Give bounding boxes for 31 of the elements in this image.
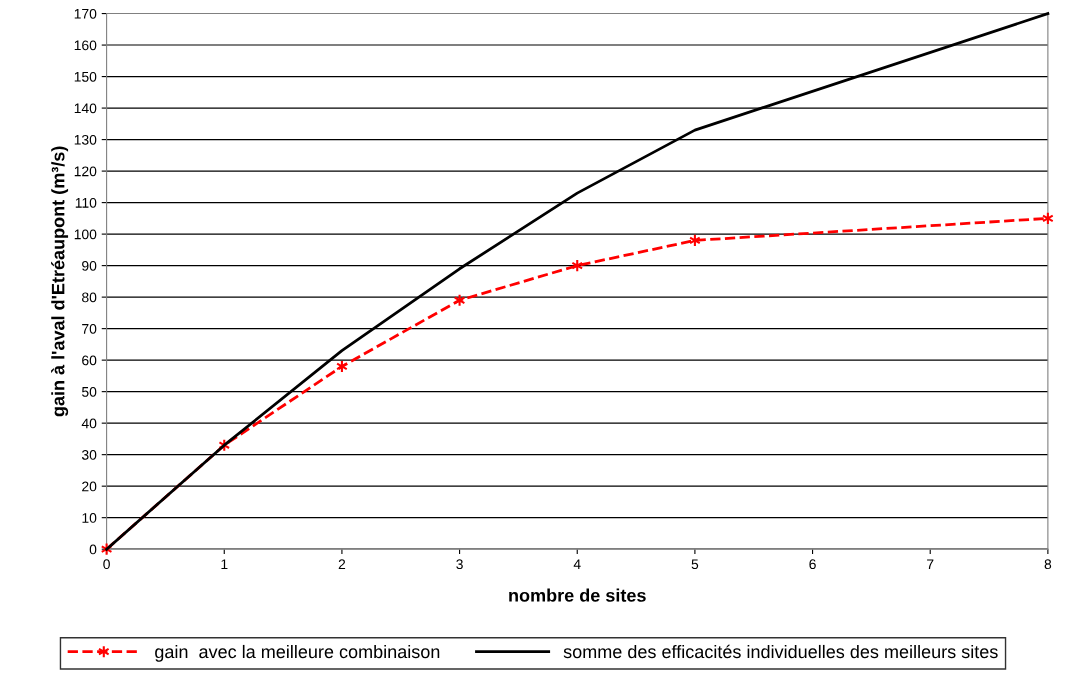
y-tick-label: 30: [81, 449, 97, 460]
y-tick-label: 50: [81, 386, 97, 397]
y-tick-label: 80: [82, 292, 97, 303]
y-tick-label: 140: [74, 103, 97, 114]
y-tick-label: 0: [89, 544, 97, 555]
x-tick-label: 2: [338, 559, 346, 569]
y-tick-label: 100: [74, 229, 97, 240]
y-tick-label: 150: [74, 71, 97, 82]
y-tick-label: 10: [82, 513, 97, 523]
legend-label: gain avec la meilleure combinaison: [155, 644, 440, 662]
x-tick-label: 6: [809, 559, 816, 570]
x-axis-title: nombre de sites: [509, 588, 646, 602]
x-tick-label: 4: [573, 559, 581, 569]
x-tick-label: 0: [103, 559, 110, 570]
y-tick-label: 110: [75, 197, 97, 208]
x-tick-label: 7: [927, 559, 934, 569]
y-axis-title: gain à l'aval d'Etréaupont (m³/s): [51, 146, 69, 417]
x-tick-label: 1: [221, 559, 228, 569]
y-tick-label: 40: [81, 418, 97, 429]
y-tick-label: 60: [82, 355, 97, 366]
y-tick-label: 70: [82, 323, 97, 334]
x-tick-label: 3: [456, 559, 463, 570]
y-tick-label: 130: [74, 134, 97, 145]
x-tick-label: 5: [691, 559, 699, 570]
y-tick-label: 170: [74, 8, 97, 19]
y-tick-label: 160: [74, 40, 97, 51]
y-tick-label: 90: [82, 260, 97, 271]
legend-label: somme des efficacités individuelles des meilleurs sites: [563, 644, 998, 659]
y-tick-label: 120: [74, 166, 97, 177]
x-tick-label: 8: [1044, 559, 1052, 570]
y-tick-label: 20: [82, 481, 97, 492]
